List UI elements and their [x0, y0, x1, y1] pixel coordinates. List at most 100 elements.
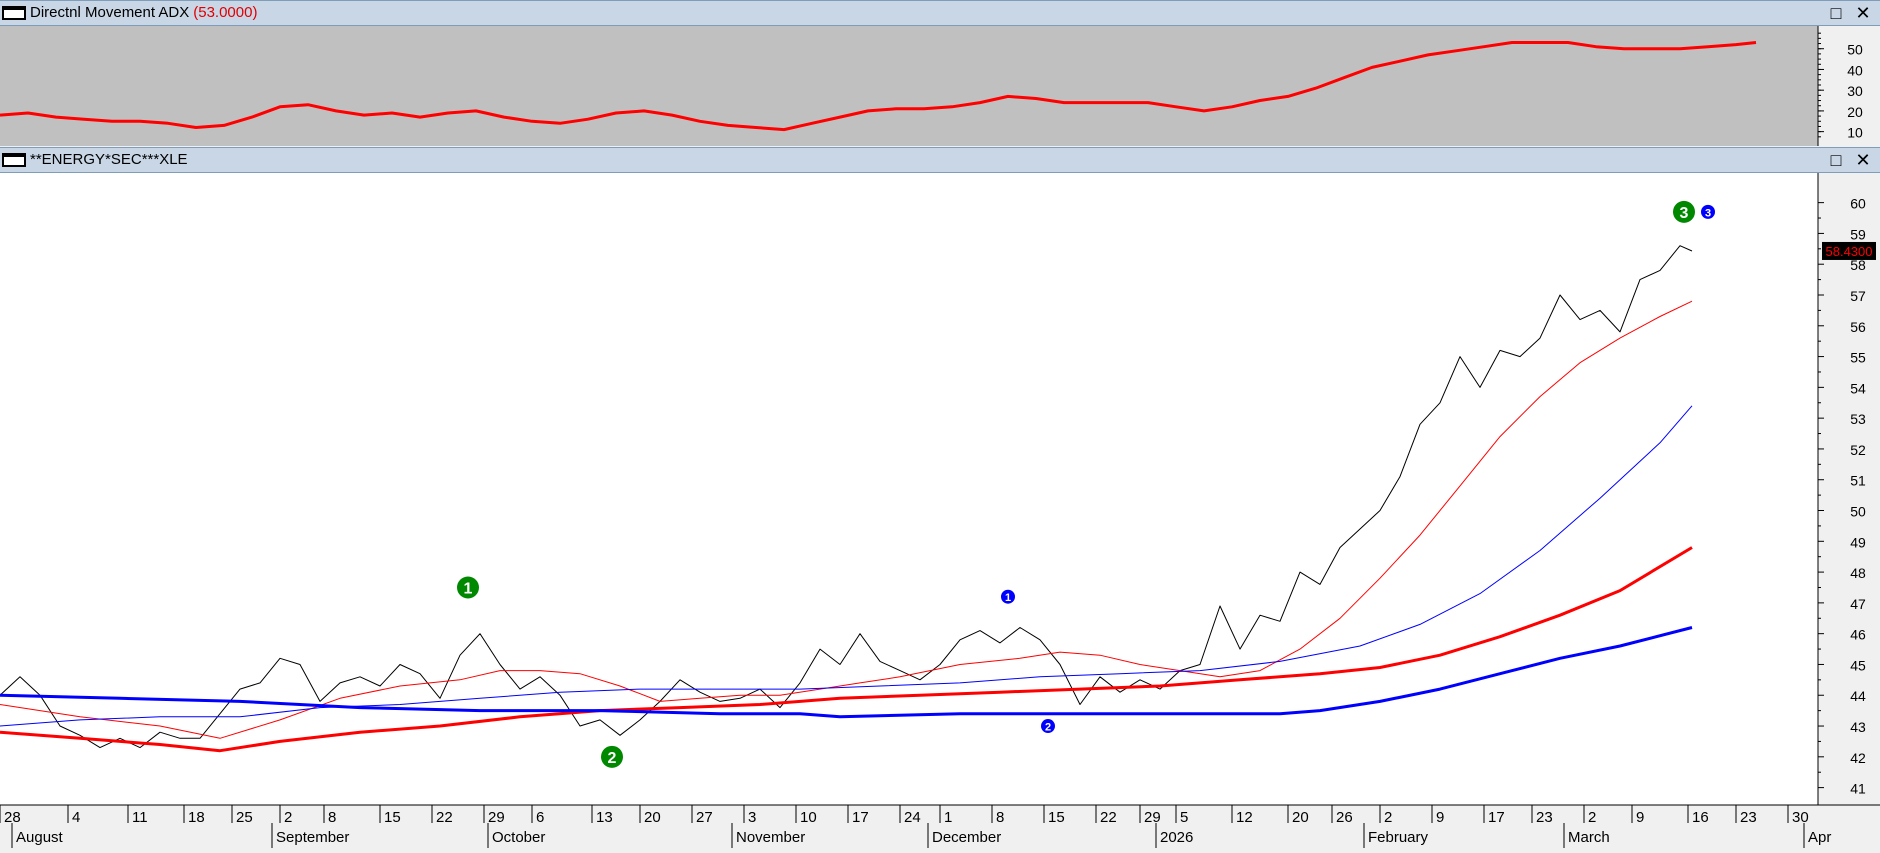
month-label: Apr: [1808, 829, 1831, 846]
adx-tick-label: 30: [1847, 83, 1863, 99]
date-tick-label: 15: [384, 809, 401, 826]
price-plot-area: [0, 173, 1818, 805]
price-tick-label: 60: [1850, 196, 1866, 212]
window-icon: [2, 6, 26, 20]
date-tick-label: 22: [436, 809, 453, 826]
date-tick-label: 11: [132, 809, 148, 826]
adx-axis-area: [1818, 26, 1880, 146]
date-tick-label: 8: [328, 809, 336, 826]
month-label: December: [932, 829, 1001, 846]
date-tick-label: 23: [1536, 809, 1553, 826]
signal-marker-label: 1: [1005, 592, 1011, 604]
adx-line: [0, 41, 1757, 132]
month-label: March: [1568, 829, 1610, 846]
date-tick-label: 23: [1740, 809, 1757, 826]
signal-marker: [1673, 200, 1695, 223]
date-tick-label: 17: [1488, 809, 1505, 826]
adx-tick-label: 50: [1847, 42, 1863, 58]
signal-marker-label: 3: [1705, 207, 1711, 219]
signal-marker: [601, 745, 623, 768]
date-tick-label: 20: [644, 809, 661, 826]
date-tick-label: 3: [748, 809, 756, 826]
signal-marker-label: 2: [608, 750, 617, 767]
month-label: February: [1368, 829, 1429, 846]
date-tick-label: 29: [488, 809, 505, 826]
date-tick-label: 26: [1336, 809, 1353, 826]
date-tick-label: 27: [696, 809, 713, 826]
date-tick-label: 22: [1100, 809, 1117, 826]
date-tick-label: 12: [1236, 809, 1253, 826]
price-tick-label: 42: [1850, 750, 1866, 766]
adx-chart-svg: 50 40 30 20 10: [0, 26, 1880, 146]
date-tick-label: 28: [4, 809, 21, 826]
price-tick-label: 54: [1850, 380, 1866, 396]
price-tick-label: 48: [1850, 565, 1866, 581]
last-price-box: [1822, 241, 1876, 260]
adx-pane-title: Directnl Movement ADX (53.0000): [30, 4, 258, 21]
signal-marker-label: 3: [1680, 205, 1689, 222]
price-tick-label: 59: [1850, 226, 1866, 242]
date-tick-label: 4: [72, 809, 80, 826]
adx-value: (53.0000): [193, 4, 258, 21]
adx-tick-label: 20: [1847, 104, 1863, 120]
price-tick-label: 49: [1850, 534, 1866, 550]
date-tick-label: 9: [1436, 809, 1444, 826]
date-tick-label: 6: [536, 809, 544, 826]
date-tick-label: 29: [1144, 809, 1161, 826]
date-tick-label: 25: [236, 809, 253, 826]
date-tick-label: 10: [800, 809, 817, 826]
date-tick-label: 16: [1692, 809, 1709, 826]
date-tick-label: 15: [1048, 809, 1065, 826]
signal-marker: [1701, 204, 1715, 219]
price-series-line: [0, 245, 1693, 749]
price-tick-label: 41: [1850, 781, 1866, 797]
price-series-line: [0, 626, 1693, 719]
month-label: November: [736, 829, 805, 846]
close-icon[interactable]: ✕: [1855, 3, 1871, 23]
price-tick-label: 45: [1850, 657, 1866, 673]
price-tick-label: 51: [1850, 473, 1866, 489]
adx-tick-label: 40: [1847, 62, 1863, 78]
price-chart: 60 59 58 57 56 55 54 53 52 51 50 49 48 47 46 45 44 43 42 41…: [0, 173, 1880, 848]
price-series-line: [0, 300, 1693, 739]
adx-plot-area: [0, 26, 1818, 146]
price-tick-label: 53: [1850, 411, 1866, 427]
price-chart-svg: 6059585756555453525150494847464544434241…: [0, 173, 1880, 848]
price-tick-label: 47: [1850, 596, 1866, 612]
adx-pane-titlebar: Directnl Movement ADX (53.0000) □ ✕: [0, 0, 1880, 26]
price-tick-label: 57: [1850, 288, 1866, 304]
date-tick-label: 1: [944, 809, 952, 826]
date-tick-label: 24: [904, 809, 921, 826]
signal-marker-label: 2: [1045, 722, 1051, 734]
date-tick-label: 2: [284, 809, 292, 826]
date-tick-label: 30: [1792, 809, 1809, 826]
maximize-icon[interactable]: □: [1830, 3, 1842, 23]
date-tick-label: 8: [996, 809, 1004, 826]
date-tick-label: 2: [1384, 809, 1392, 826]
signal-marker: [1041, 719, 1055, 734]
close-icon[interactable]: ✕: [1855, 150, 1871, 170]
price-tick-label: 43: [1850, 719, 1866, 735]
date-tick-label: 20: [1292, 809, 1309, 826]
last-price-label: 58.4300: [1826, 244, 1873, 259]
price-series-line: [0, 405, 1693, 727]
window-icon: [2, 153, 26, 167]
signal-marker-label: 1: [464, 580, 473, 597]
price-series-line: [0, 546, 1693, 753]
date-tick-label: 17: [852, 809, 869, 826]
month-label: 2026: [1160, 829, 1193, 846]
date-tick-label: 2: [1588, 809, 1596, 826]
signal-marker: [457, 576, 479, 599]
adx-chart: 50 40 30 20 10: [0, 26, 1880, 146]
price-tick-label: 46: [1850, 627, 1866, 643]
price-tick-label: 44: [1850, 688, 1866, 704]
price-tick-label: 50: [1850, 504, 1866, 520]
month-label: September: [276, 829, 349, 846]
date-tick-label: 9: [1636, 809, 1644, 826]
adx-tick-label: 10: [1847, 125, 1863, 141]
price-tick-label: 52: [1850, 442, 1866, 458]
price-tick-label: 58: [1850, 257, 1866, 273]
price-tick-label: 55: [1850, 350, 1866, 366]
maximize-icon[interactable]: □: [1830, 150, 1842, 170]
signal-marker: [1001, 589, 1015, 604]
